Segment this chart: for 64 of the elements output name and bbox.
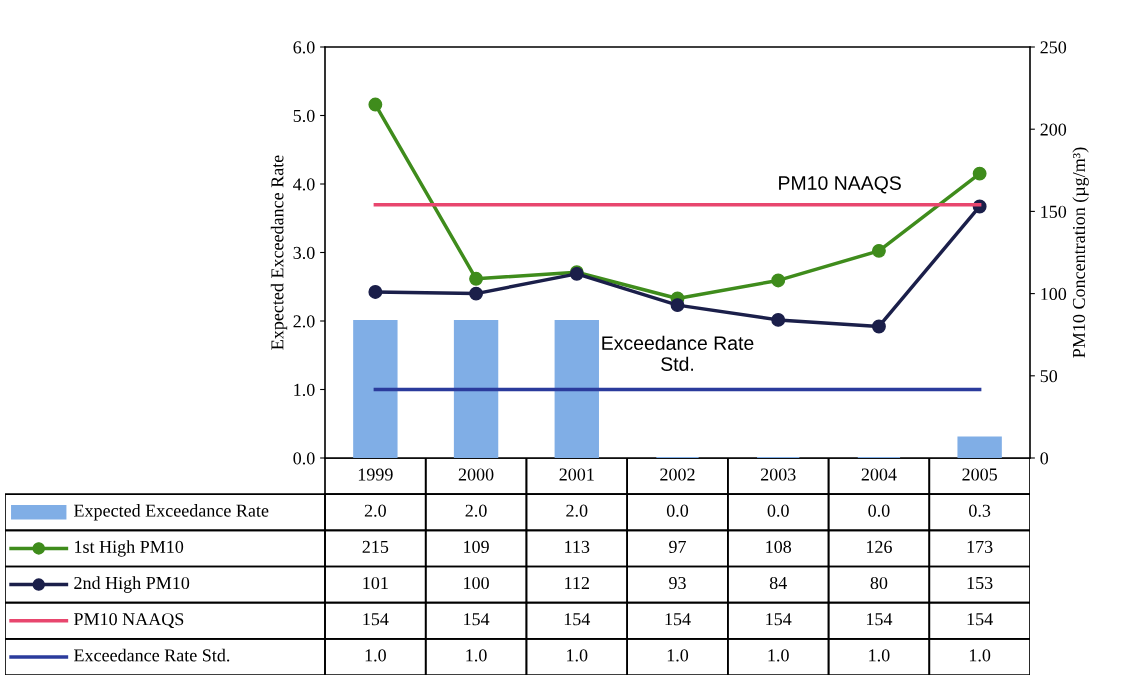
data-label: 109 xyxy=(464,540,489,553)
data-label: 1.0 xyxy=(466,649,487,662)
data-label: 126 xyxy=(866,540,892,553)
y-tick-label: 5.0 xyxy=(293,109,315,123)
data-label: 97 xyxy=(669,540,687,553)
y2-tick-label: 150 xyxy=(1041,205,1067,218)
legend-label: Exceedance Rate Std. xyxy=(74,648,230,662)
data-label: 154 xyxy=(564,613,591,626)
y-tick-label: 4.0 xyxy=(293,178,315,191)
data-label: 154 xyxy=(464,613,490,626)
y2-tick-label: 250 xyxy=(1040,41,1067,54)
y-axis-title: Expected Exceedance Rate xyxy=(270,155,288,350)
x-tick-label: 2004 xyxy=(861,468,897,481)
data-label: 154 xyxy=(866,613,893,626)
x-tick-label: 2000 xyxy=(458,468,494,481)
data-label: 113 xyxy=(565,540,590,553)
data-label: 93 xyxy=(669,576,686,590)
data-label: 1.0 xyxy=(969,649,991,662)
data-label: 173 xyxy=(967,540,993,553)
data-label: 0.0 xyxy=(767,504,789,517)
data-label: 1.0 xyxy=(567,649,588,662)
data-label: 1.0 xyxy=(869,649,890,662)
x-tick-label: 1999 xyxy=(358,468,393,481)
data-label: 0.3 xyxy=(969,504,991,517)
data-label: 153 xyxy=(967,576,993,590)
legend-label: 2nd High PM10 xyxy=(74,576,190,593)
x-tick-label: 2001 xyxy=(559,468,594,481)
y-tick-label: 3.0 xyxy=(293,246,315,260)
data-label: 1.0 xyxy=(768,649,789,662)
data-label: 80 xyxy=(870,576,888,590)
x-tick-label: 2005 xyxy=(962,468,997,481)
data-label: 2.0 xyxy=(566,504,588,517)
data-label: 101 xyxy=(363,576,388,590)
data-label: 1.0 xyxy=(667,649,689,662)
data-label: 84 xyxy=(769,576,787,590)
annotation: Exceedance Rate Std. xyxy=(602,335,754,371)
data-label: 154 xyxy=(363,613,389,626)
data-label: 0.0 xyxy=(868,504,890,517)
y-tick-label: 6.0 xyxy=(293,41,315,54)
y2-tick-label: 100 xyxy=(1041,287,1067,301)
data-label: 2.0 xyxy=(364,504,386,517)
legend-label: PM10 NAAQS xyxy=(74,613,184,629)
y2-tick-label: 200 xyxy=(1040,123,1067,136)
legend-label: Expected Exceedance Rate xyxy=(74,504,269,521)
legend-label: 1st High PM10 xyxy=(75,540,184,557)
x-tick-label: 2003 xyxy=(760,468,796,481)
data-label: 108 xyxy=(766,540,792,553)
data-label: 154 xyxy=(967,613,993,626)
data-label: 154 xyxy=(766,613,792,626)
annotation: PM10 NAAQS xyxy=(779,176,901,194)
y-tick-label: 2.0 xyxy=(293,315,315,328)
data-label: 100 xyxy=(464,576,489,590)
data-label: 1.0 xyxy=(365,649,386,662)
data-label: 112 xyxy=(565,576,589,589)
y2-tick-label: 50 xyxy=(1040,370,1058,383)
x-tick-label: 2002 xyxy=(660,468,695,481)
data-label: 215 xyxy=(362,540,389,553)
y2-axis-title: PM10 Concentration (µg/m³) xyxy=(1072,147,1089,358)
data-label: 0.0 xyxy=(666,504,689,517)
data-label: 154 xyxy=(665,613,691,626)
y-tick-label: 0.0 xyxy=(293,452,315,465)
y-tick-label: 1.0 xyxy=(294,383,315,397)
data-label: 2.0 xyxy=(465,504,487,517)
y2-tick-label: 0 xyxy=(1040,452,1049,465)
